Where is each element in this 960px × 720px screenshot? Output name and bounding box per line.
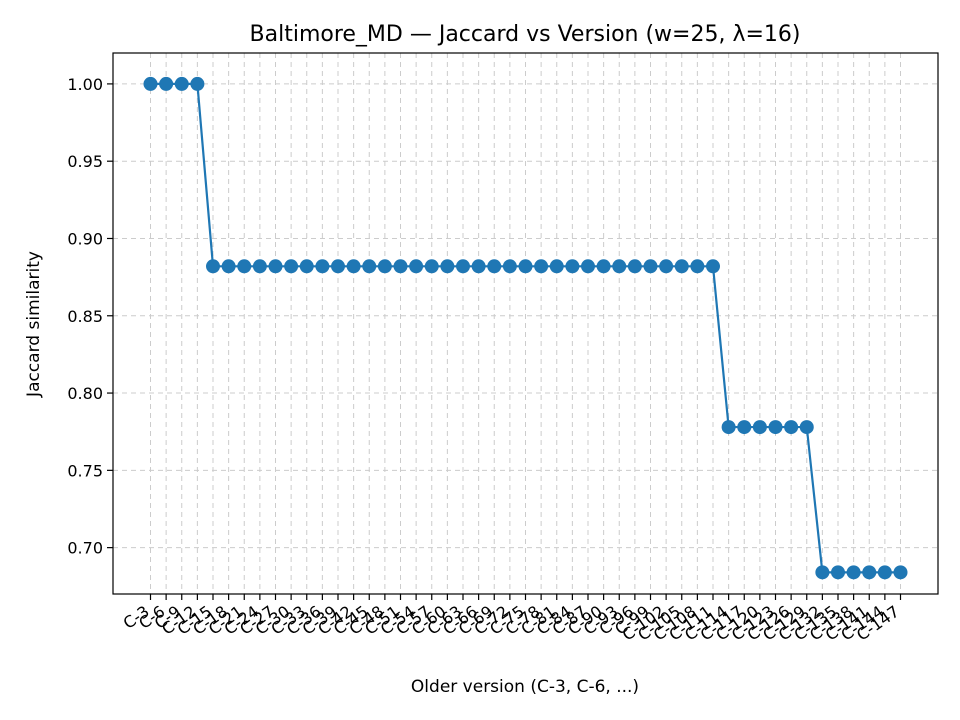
- data-point: [377, 259, 392, 274]
- data-point: [534, 259, 549, 274]
- data-point: [206, 259, 220, 274]
- y-tick-label: 0.70: [67, 539, 103, 558]
- data-point: [362, 259, 377, 274]
- data-point: [346, 259, 361, 274]
- data-point: [409, 259, 424, 274]
- y-tick-label: 0.75: [67, 461, 103, 480]
- y-axis: 0.70 0.75 0.80 0.85 0.90 0.95 1.00: [67, 75, 113, 558]
- data-point: [674, 259, 689, 274]
- y-tick-label: 1.00: [67, 75, 103, 94]
- data-point: [643, 259, 658, 274]
- data-point: [221, 259, 236, 274]
- data-point: [862, 565, 877, 580]
- data-point: [768, 420, 783, 435]
- data-point: [721, 420, 736, 435]
- data-point: [284, 259, 299, 274]
- data-point: [706, 259, 720, 274]
- data-point: [143, 76, 158, 91]
- data-point: [518, 259, 533, 274]
- data-point: [877, 565, 892, 580]
- y-tick-label: 0.85: [67, 307, 103, 326]
- data-point: [424, 259, 439, 274]
- data-point: [627, 259, 642, 274]
- data-point: [252, 259, 267, 274]
- data-point: [565, 259, 580, 274]
- data-point: [612, 259, 627, 274]
- y-tick-label: 0.95: [67, 152, 103, 171]
- data-point: [299, 259, 314, 274]
- data-point: [831, 565, 845, 580]
- y-axis-label: Jaccard similarity: [24, 251, 44, 398]
- data-point: [440, 259, 455, 274]
- data-point: [784, 420, 799, 435]
- data-point: [393, 259, 408, 274]
- data-point: [159, 76, 174, 91]
- grid: [113, 53, 938, 594]
- data-point: [581, 259, 595, 274]
- data-point: [893, 565, 908, 580]
- chart-title: Baltimore_MD — Jaccard vs Version (w=25,…: [250, 22, 801, 47]
- data-point: [752, 420, 767, 435]
- data-point: [596, 259, 611, 274]
- data-point: [331, 259, 345, 274]
- data-point: [846, 565, 861, 580]
- data-point: [549, 259, 564, 274]
- series-line: [143, 76, 908, 580]
- data-point: [190, 76, 205, 91]
- data-point: [815, 565, 830, 580]
- data-point: [502, 259, 517, 274]
- data-point: [174, 76, 189, 91]
- y-tick-label: 0.90: [67, 229, 103, 248]
- data-point: [268, 259, 283, 274]
- data-point: [456, 259, 470, 274]
- data-point: [659, 259, 674, 274]
- x-axis-label: Older version (C-3, C-6, ...): [411, 677, 639, 697]
- data-point: [690, 259, 705, 274]
- data-point: [237, 259, 252, 274]
- y-tick-label: 0.80: [67, 384, 103, 403]
- data-point: [799, 420, 814, 435]
- data-point: [471, 259, 486, 274]
- data-point: [737, 420, 752, 435]
- data-point: [487, 259, 502, 274]
- data-point: [315, 259, 330, 274]
